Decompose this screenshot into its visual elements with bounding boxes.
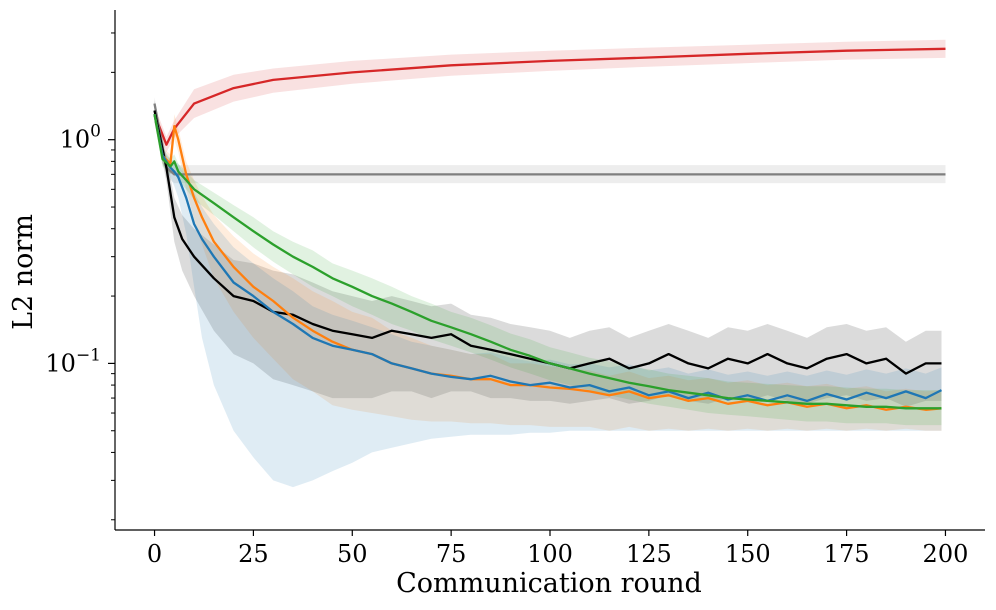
x-tick-label: 100 bbox=[527, 540, 573, 568]
x-tick-label: 175 bbox=[824, 540, 870, 568]
confidence-bands bbox=[154, 39, 946, 488]
x-tick-label: 125 bbox=[626, 540, 672, 568]
y-axis-label: L2 norm bbox=[8, 214, 39, 330]
x-axis-label: Communication round bbox=[396, 568, 702, 599]
band-red bbox=[154, 39, 946, 153]
chart-axes: 0 25 50 75 100 125 150 175 200 100 10−1 bbox=[45, 10, 985, 568]
y-tick-label: 10−1 bbox=[45, 345, 101, 377]
y-tick-label: 100 bbox=[60, 122, 101, 154]
x-tick-label: 75 bbox=[436, 540, 467, 568]
x-tick-label: 50 bbox=[337, 540, 368, 568]
series-line-gray bbox=[153, 103, 946, 176]
x-tick-label: 0 bbox=[147, 540, 162, 568]
series-line-black bbox=[153, 110, 942, 375]
x-tick-label: 150 bbox=[725, 540, 771, 568]
x-tick-label: 200 bbox=[923, 540, 969, 568]
series-line-orange bbox=[153, 113, 942, 411]
band-blue bbox=[154, 107, 942, 488]
band-black bbox=[154, 100, 942, 407]
x-tick-label: 25 bbox=[238, 540, 269, 568]
band-gray bbox=[154, 97, 946, 184]
series-lines bbox=[153, 47, 946, 411]
series-line-blue bbox=[153, 113, 943, 403]
series-line-green bbox=[153, 113, 942, 410]
